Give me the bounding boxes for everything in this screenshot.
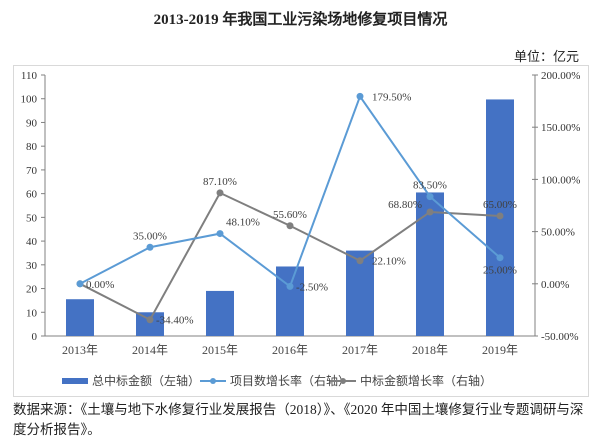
x-tick-label: 2013年	[62, 343, 98, 357]
x-tick-label: 2017年	[342, 343, 378, 357]
right-tick-label: 150.00%	[541, 122, 580, 134]
right-tick-label: 0.00%	[541, 279, 569, 291]
data-label: 68.80%	[388, 199, 422, 211]
point	[286, 222, 294, 230]
x-tick-label: 2014年	[132, 343, 168, 357]
point	[356, 92, 364, 100]
point	[286, 282, 294, 290]
left-tick-label: 0	[32, 331, 38, 343]
point	[426, 193, 434, 201]
bar	[136, 312, 164, 336]
right-tick-label: 100.00%	[541, 174, 580, 186]
data-label: 179.50%	[372, 91, 411, 103]
legend-marker	[340, 378, 346, 384]
legend-label: 中标金额增长率（右轴）	[360, 373, 492, 388]
source-note: 数据来源：《土壤与地下水修复行业发展报告（2018）》、《2020 年中国土壤修…	[13, 402, 584, 437]
left-tick-label: 60	[26, 189, 38, 201]
x-tick-label: 2018年	[412, 343, 448, 357]
data-label: 55.60%	[273, 209, 307, 221]
left-tick-label: 30	[26, 260, 38, 272]
point	[426, 208, 434, 216]
x-tick-label: 2015年	[202, 343, 238, 357]
point	[496, 212, 504, 220]
left-tick-label: 20	[26, 284, 38, 296]
left-tick-label: 50	[26, 212, 38, 224]
right-tick-label: -50.00%	[541, 331, 579, 343]
bar	[346, 250, 374, 336]
x-tick-label: 2019年	[482, 343, 518, 357]
data-label: 22.10%	[372, 256, 406, 268]
bar	[276, 266, 304, 336]
point	[216, 230, 224, 238]
legend-swatch	[62, 378, 88, 384]
left-tick-label: 110	[21, 70, 38, 82]
data-label: 35.00%	[133, 230, 167, 242]
data-label: 48.10%	[226, 217, 260, 229]
left-tick-label: 90	[26, 117, 38, 129]
x-tick-label: 2016年	[272, 343, 308, 357]
data-label: -2.50%	[296, 281, 328, 293]
bar	[66, 299, 94, 336]
legend-label: 总中标金额（左轴）	[92, 373, 200, 388]
point	[216, 189, 224, 197]
data-label: 83.50%	[413, 180, 447, 192]
left-tick-label: 100	[21, 94, 38, 106]
data-label: -34.40%	[156, 315, 194, 327]
point	[356, 257, 364, 265]
unit-label: 单位：亿元	[513, 49, 579, 64]
data-label: 0.00%	[86, 279, 114, 291]
point	[496, 254, 504, 262]
left-tick-label: 10	[26, 307, 38, 319]
data-label: 25.00%	[483, 265, 517, 277]
chart-title: 2013-2019 年我国工业污染场地修复项目情况	[153, 12, 448, 28]
point	[146, 243, 154, 251]
point	[146, 316, 154, 324]
bar	[206, 290, 234, 336]
legend-label: 项目数增长率（右轴）	[230, 373, 350, 388]
right-tick-label: 50.00%	[541, 227, 575, 239]
left-tick-label: 80	[26, 141, 38, 153]
chart-frame	[13, 65, 589, 397]
data-label: 87.10%	[203, 176, 237, 188]
right-tick-label: 200.00%	[541, 70, 580, 82]
bar	[416, 192, 444, 336]
data-label: 65.00%	[483, 199, 517, 211]
left-tick-label: 40	[26, 236, 38, 248]
left-tick-label: 70	[26, 165, 38, 177]
point	[76, 280, 84, 288]
legend-marker	[210, 378, 216, 384]
